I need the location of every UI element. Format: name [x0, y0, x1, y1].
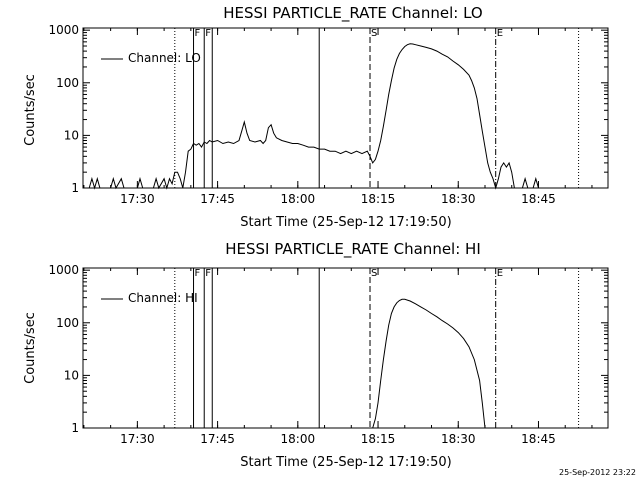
x-tick-label: 18:45 [521, 192, 556, 206]
x-tick-label: 17:45 [200, 432, 235, 446]
x-tick-label: 17:45 [200, 192, 235, 206]
y-tick-label: 1000 [48, 263, 79, 277]
x-axis-label-hi: Start Time (25-Sep-12 17:19:50) [240, 455, 451, 470]
event-marker-label: F [205, 268, 211, 279]
y-tick-label: 1 [71, 421, 79, 435]
event-marker-label: S [371, 28, 377, 39]
x-tick-label: 17:30 [120, 192, 155, 206]
plot-panel-lo: 1 10 100 1000 17:30 17:45 18:00 18:15 18:30 18:45… [48, 23, 609, 206]
x-tick-label: 17:30 [120, 432, 155, 446]
legend-label-hi: Channel: HI [128, 291, 198, 305]
y-tick-label: 1 [71, 181, 79, 195]
y-tick-label: 10 [64, 128, 79, 142]
legend-label-lo: Channel: LO [128, 51, 201, 65]
y-tick-label: 100 [56, 76, 79, 90]
plot-frame [82, 267, 609, 429]
x-tick-label: 18:15 [361, 432, 396, 446]
chart-title-hi: HESSI PARTICLE_RATE Channel: HI [225, 240, 481, 259]
event-marker-label: F [195, 268, 201, 279]
chart-title-lo: HESSI PARTICLE_RATE Channel: LO [223, 4, 482, 23]
plot-frame [82, 27, 609, 189]
y-tick-label: 10 [64, 368, 79, 382]
y-tick-label: 1000 [48, 23, 79, 37]
x-tick-label: 18:00 [281, 432, 316, 446]
event-marker-label: E [497, 28, 503, 39]
event-marker-label: F [205, 28, 211, 39]
series-line [88, 43, 539, 190]
x-tick-label: 18:45 [521, 432, 556, 446]
event-marker-label: S [371, 268, 377, 279]
x-tick-label: 18:30 [441, 192, 476, 206]
event-marker-label: F [195, 28, 201, 39]
plot-panel-hi: 1 10 100 1000 17:30 17:45 18:00 18:15 18:30 18:45… [48, 263, 609, 446]
x-tick-label: 18:15 [361, 192, 396, 206]
x-tick-label: 18:00 [281, 192, 316, 206]
y-axis-label-lo: Counts/sec [23, 74, 38, 146]
timestamp-footer: 25-Sep-2012 23:22 [559, 468, 636, 477]
y-axis-label-hi: Counts/sec [23, 312, 38, 384]
event-marker-label: E [497, 268, 503, 279]
series-line [372, 298, 486, 429]
y-tick-label: 100 [56, 316, 79, 330]
x-axis-label-lo: Start Time (25-Sep-12 17:19:50) [240, 215, 451, 230]
x-tick-label: 18:30 [441, 432, 476, 446]
